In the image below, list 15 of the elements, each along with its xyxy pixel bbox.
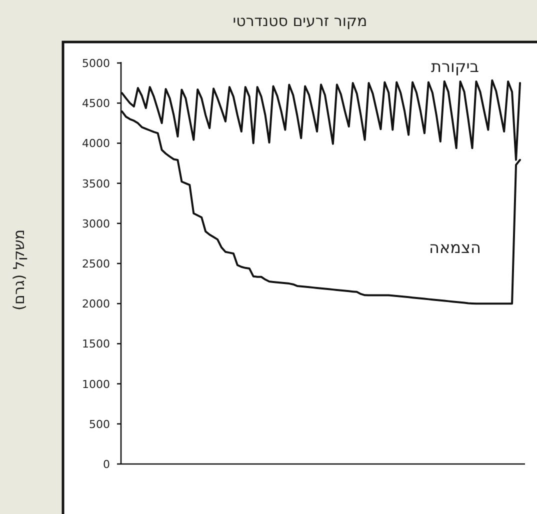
chart-title: מקור זרעים סטנדרטי [232,12,368,30]
text: הצמאה [429,238,481,257]
y-tick-label: 3000 [82,217,110,230]
y-tick-label: 5000 [82,57,110,70]
y-tick-label: 1000 [82,378,110,391]
y-tick-label: 2500 [82,258,110,270]
y-tick-label: 0 [103,458,110,471]
y-tick-label: 4000 [82,137,110,150]
y-tick-label: 3500 [82,177,110,190]
series-label: ביקורת [430,57,480,76]
y-tick-label: 1500 [82,338,110,351]
y-axis-title: משקל (גרם) [10,229,28,311]
y-tick-label: 2000 [82,298,110,311]
y-tick-label: 500 [89,418,110,431]
y-tick-label: 4500 [82,97,110,110]
